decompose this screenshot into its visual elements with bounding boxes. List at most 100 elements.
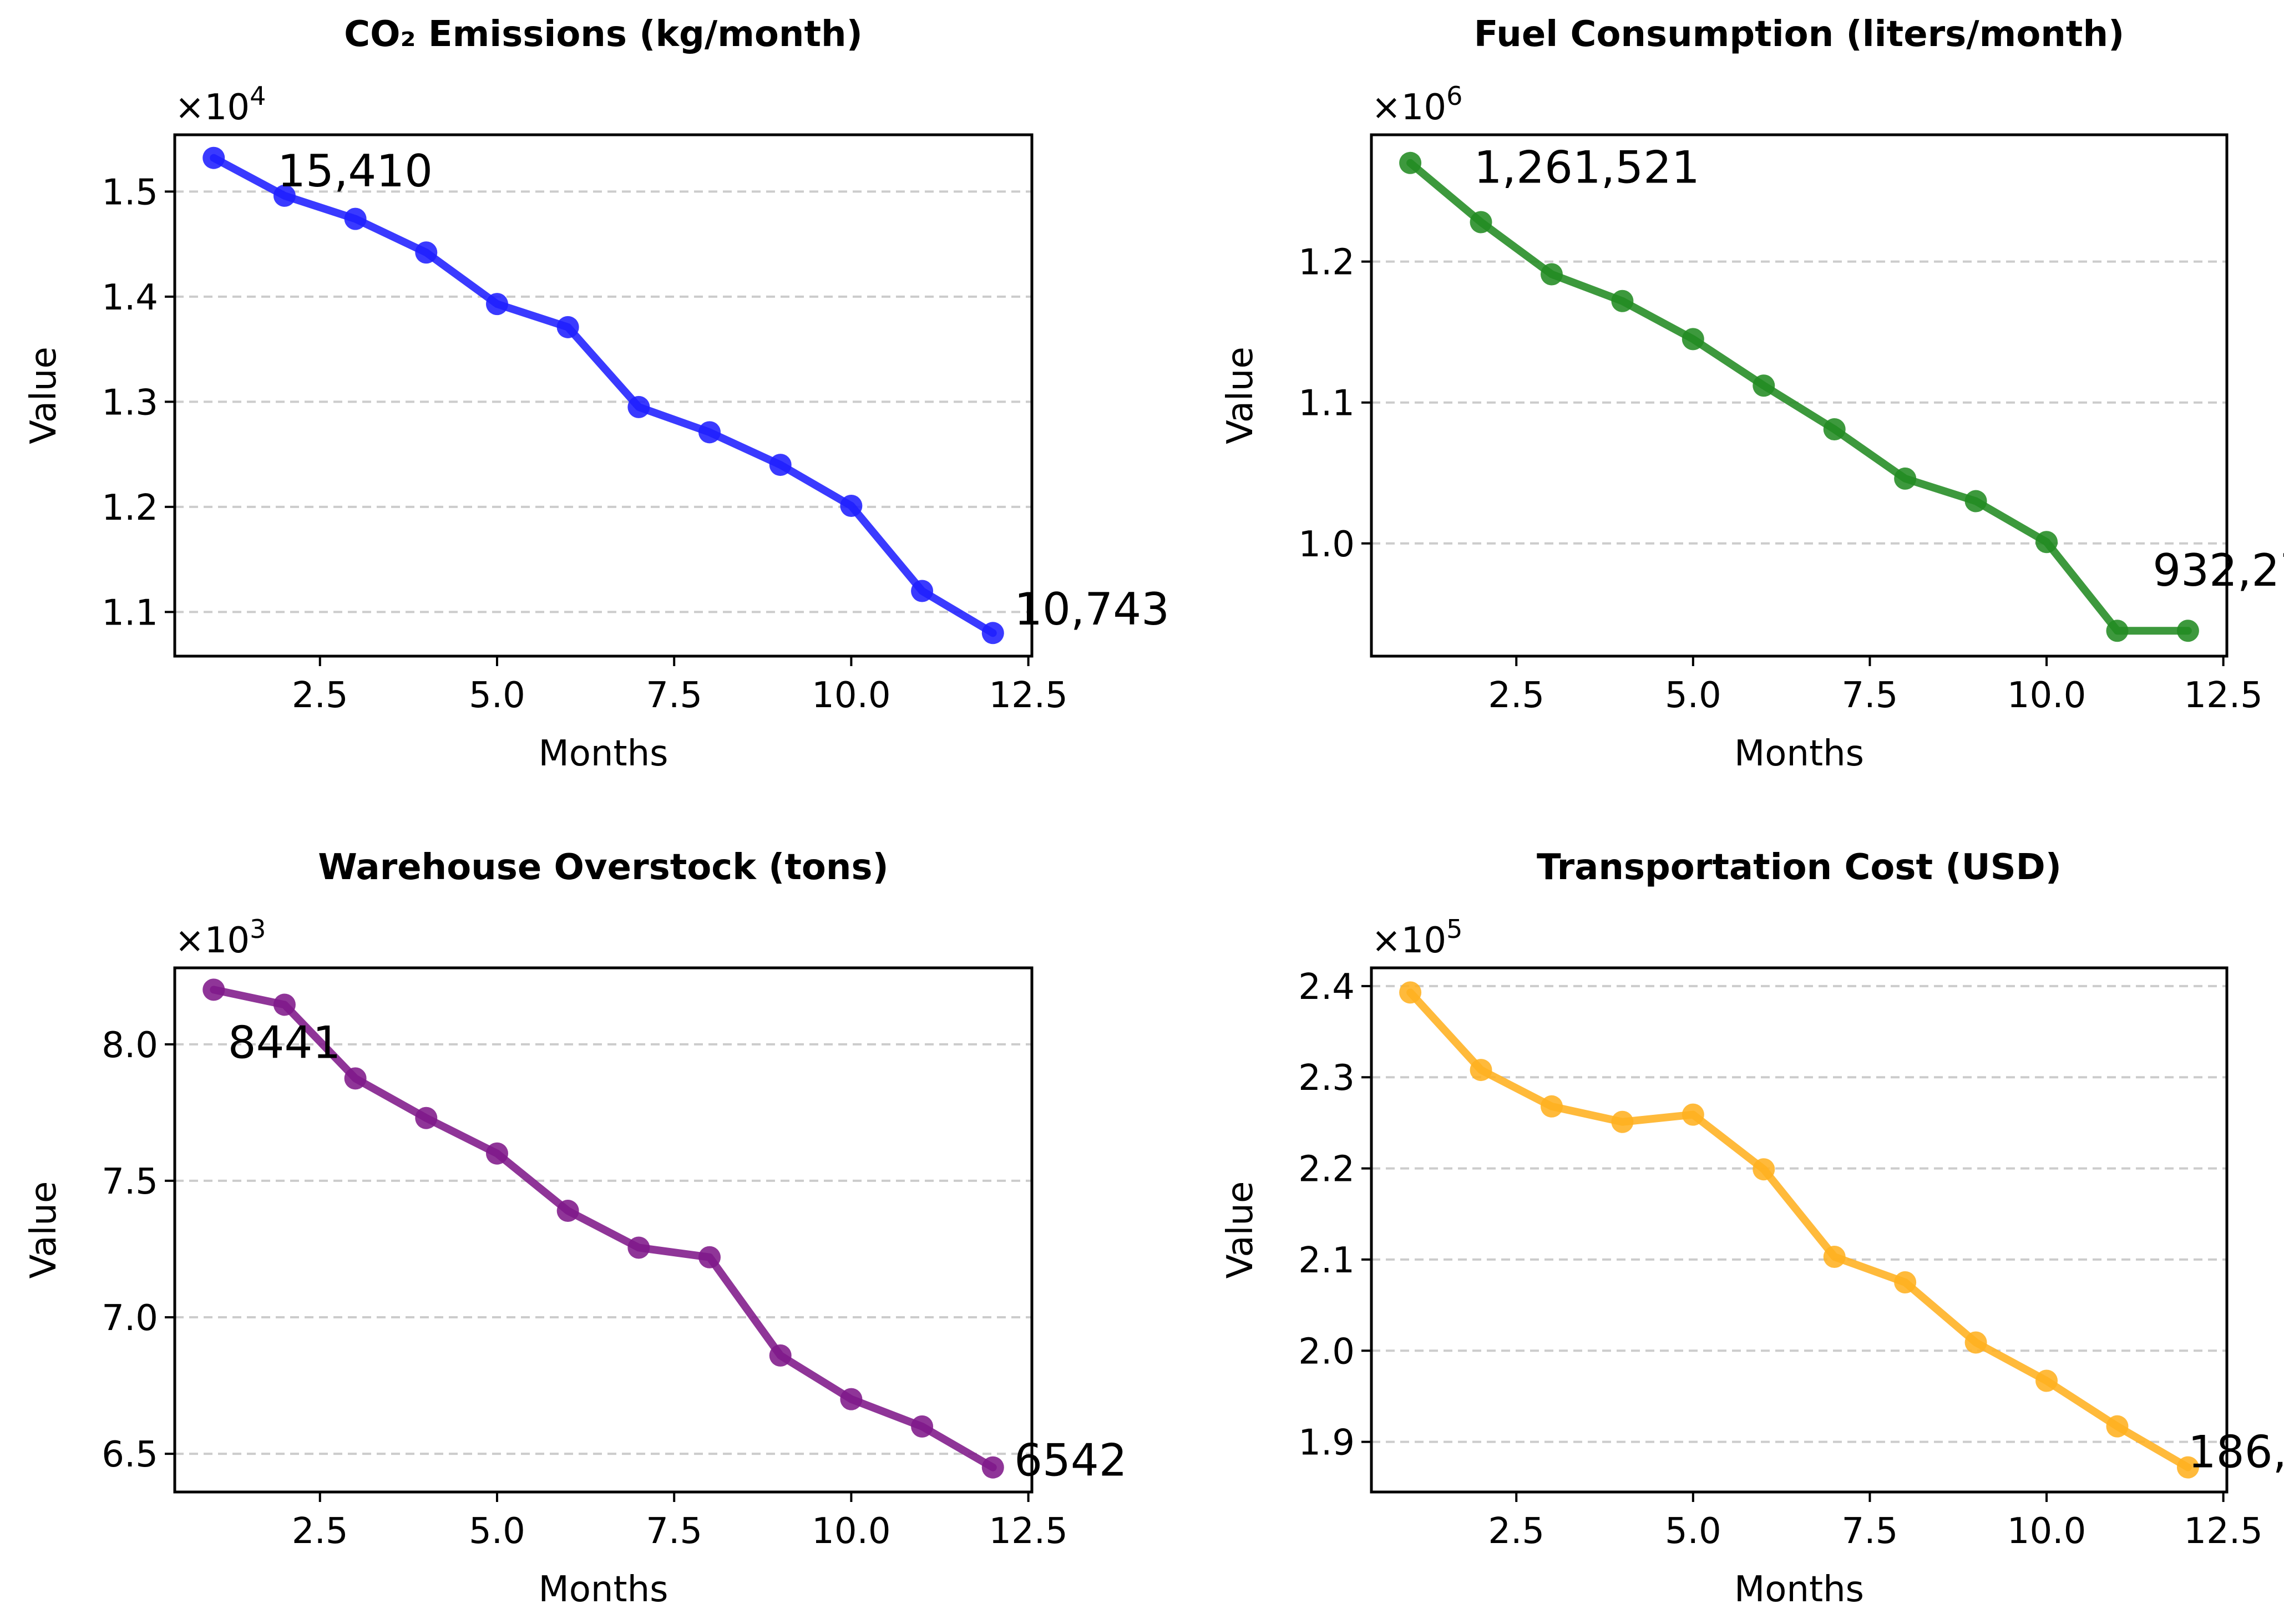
axis-multiplier: ×103 — [175, 914, 266, 961]
x-tick-label: 10.0 — [2007, 675, 2087, 716]
data-point — [2106, 1415, 2129, 1438]
data-point — [698, 1246, 721, 1268]
data-point — [911, 580, 934, 602]
data-point — [1611, 1110, 1634, 1133]
data-annotation: 932,274 — [2153, 545, 2284, 596]
data-point — [769, 1344, 792, 1367]
chart-title: Fuel Consumption (liters/month) — [1474, 14, 2125, 55]
x-tick-label: 7.5 — [1842, 1511, 1898, 1552]
data-annotation: 8441 — [228, 1017, 341, 1068]
data-point — [1399, 981, 1422, 1004]
series-line — [210, 986, 997, 1471]
data-point — [202, 146, 225, 169]
data-point — [2176, 1456, 2199, 1479]
data-point — [1399, 151, 1422, 174]
data-point — [485, 293, 508, 316]
x-tick-label: 7.5 — [646, 1511, 702, 1552]
y-tick-label: 6.5 — [102, 1434, 158, 1475]
y-axis-label: Value — [23, 1181, 64, 1279]
subplot-4: Transportation Cost (USD) 1.9 2.0 2.1 2.2 2.3… — [1220, 847, 2284, 1610]
x-tick-label: 7.5 — [1842, 675, 1898, 716]
data-point — [1682, 328, 1704, 351]
data-point — [911, 1415, 934, 1438]
data-point — [1470, 211, 1492, 234]
data-point — [1540, 1095, 1563, 1118]
data-point — [981, 622, 1004, 644]
chart-title: CO₂ Emissions (kg/month) — [344, 14, 863, 55]
data-point — [344, 1067, 367, 1090]
data-point — [1894, 1271, 1917, 1293]
y-tick-label: 1.2 — [1298, 242, 1355, 283]
data-annotation: 15,410 — [277, 145, 433, 197]
data-point — [627, 1236, 650, 1259]
data-point — [2176, 620, 2199, 642]
y-tick-label: 1.9 — [1298, 1423, 1355, 1464]
subplot-3: Warehouse Overstock (tons) 6.5 7.0 7.5 8.0 2.… — [23, 847, 1127, 1610]
x-tick-label: 2.5 — [292, 675, 348, 716]
y-tick-label: 7.0 — [102, 1298, 158, 1339]
data-point — [2035, 531, 2058, 554]
x-tick-label: 5.0 — [1665, 675, 1721, 716]
y-tick-label: 1.4 — [102, 277, 158, 318]
data-point — [2035, 1369, 2058, 1392]
x-tick-label: 2.5 — [292, 1511, 348, 1552]
data-point — [627, 395, 650, 418]
data-point — [1682, 1103, 1704, 1126]
data-annotation: 1,261,521 — [1474, 141, 1700, 193]
plot-frame — [1370, 966, 2229, 1494]
x-axis-label: Months — [539, 733, 669, 774]
x-tick-label: 12.5 — [989, 675, 1068, 716]
data-point — [415, 241, 438, 264]
data-point — [840, 494, 863, 517]
series-line — [1406, 988, 2192, 1471]
subplot-2: Fuel Consumption (liters/month) 1.0 1.1 1.2… — [1220, 14, 2284, 774]
data-annotation: 186,816 — [2188, 1427, 2284, 1478]
x-tick-label: 2.5 — [1488, 675, 1544, 716]
x-axis-label: Months — [539, 1569, 669, 1610]
series-line — [210, 154, 997, 637]
x-tick-label: 10.0 — [812, 675, 891, 716]
data-point — [273, 184, 296, 207]
y-axis-label: Value — [23, 347, 64, 444]
x-tick-label: 5.0 — [469, 675, 525, 716]
data-point — [556, 316, 579, 338]
x-axis-label: Months — [1734, 733, 1864, 774]
data-point — [1894, 467, 1917, 490]
y-tick-label: 1.1 — [102, 592, 158, 633]
data-point — [769, 454, 792, 476]
data-point — [1611, 290, 1634, 312]
plot-frame — [173, 133, 1034, 658]
axis-multiplier: ×104 — [175, 81, 266, 128]
data-point — [1540, 263, 1563, 286]
data-point — [1823, 1245, 1846, 1268]
data-point — [840, 1388, 863, 1410]
data-point — [981, 1456, 1004, 1479]
data-point — [2106, 620, 2129, 642]
y-tick-label: 1.1 — [1298, 383, 1355, 424]
data-point — [273, 993, 296, 1016]
y-tick-label: 2.2 — [1298, 1149, 1355, 1190]
y-tick-label: 2.0 — [1298, 1331, 1355, 1372]
y-tick-label: 2.3 — [1298, 1058, 1355, 1099]
x-tick-label: 12.5 — [2184, 1511, 2263, 1552]
chart-title: Transportation Cost (USD) — [1537, 847, 2062, 888]
x-axis-label: Months — [1734, 1569, 1864, 1610]
data-point — [1823, 418, 1846, 440]
x-tick-label: 7.5 — [646, 675, 702, 716]
data-point — [344, 207, 367, 230]
y-tick-label: 1.3 — [102, 382, 158, 423]
y-tick-label: 1.0 — [1298, 524, 1355, 565]
plot-frame — [173, 966, 1034, 1494]
x-tick-label: 5.0 — [1665, 1511, 1721, 1552]
axis-multiplier: ×105 — [1371, 914, 1462, 961]
data-point — [1964, 490, 1987, 512]
y-axis-label: Value — [1220, 347, 1261, 444]
data-annotation: 10,743 — [1014, 583, 1169, 635]
x-tick-label: 10.0 — [2007, 1511, 2087, 1552]
y-tick-label: 7.5 — [102, 1161, 158, 1202]
x-tick-label: 12.5 — [2184, 675, 2263, 716]
x-tick-label: 12.5 — [989, 1511, 1068, 1552]
y-tick-label: 2.1 — [1298, 1240, 1355, 1281]
data-point — [698, 421, 721, 444]
data-point — [202, 978, 225, 1001]
